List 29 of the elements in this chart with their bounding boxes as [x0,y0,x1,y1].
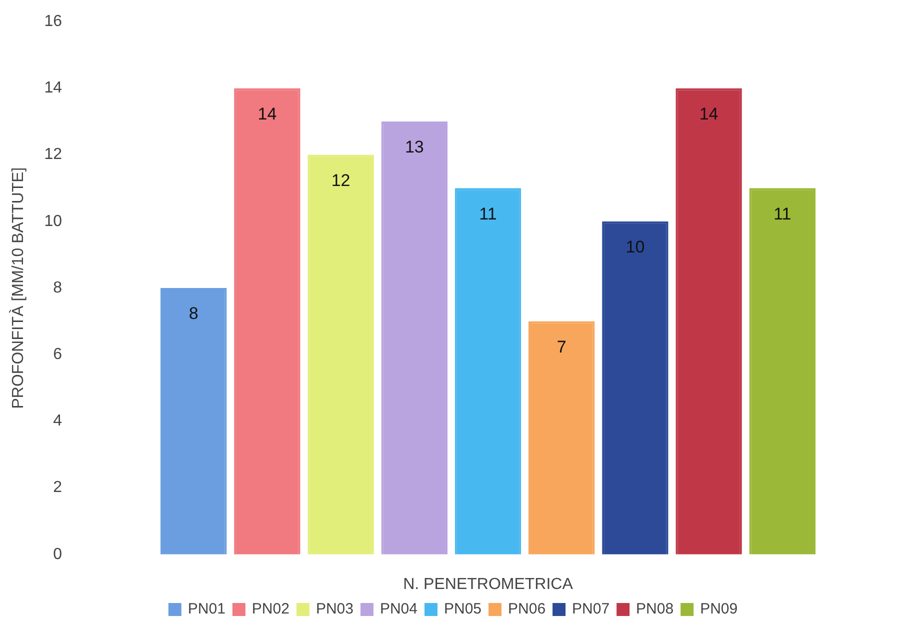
legend-label: PN02 [252,600,290,618]
legend-label: PN06 [508,600,546,618]
legend-label: PN03 [316,600,354,618]
legend-label: PN09 [700,600,738,618]
data-label: 11 [774,204,792,224]
x-axis-title: N. PENETROMETRICA [403,576,574,593]
y-tick-label: 0 [53,546,62,563]
data-label: 12 [331,170,350,190]
y-tick-label: 12 [44,146,62,164]
y-tick-label: 2 [53,479,62,496]
legend-label: PN08 [636,600,674,618]
data-label: 14 [258,104,277,124]
data-label: 7 [556,337,566,356]
y-axis-title: PROFONFITÀ [MM/10 BATTUTE] [9,167,28,409]
data-label: 13 [404,138,424,157]
y-tick-label: 6 [53,346,62,364]
legend-label: PN07 [572,600,610,618]
y-tick-label: 16 [44,13,62,30]
legend-label: PN04 [380,600,418,618]
y-tick-label: 4 [53,412,62,430]
y-tick-label: 10 [44,212,62,230]
legend-label: PN01 [188,600,226,618]
data-label: 10 [626,238,645,257]
data-label: 8 [188,304,198,324]
y-tick-label: 8 [53,279,62,296]
legend-label: PN05 [444,600,482,618]
y-tick-label: 14 [44,80,62,97]
data-label: 11 [479,204,497,224]
data-label: 14 [699,104,718,124]
